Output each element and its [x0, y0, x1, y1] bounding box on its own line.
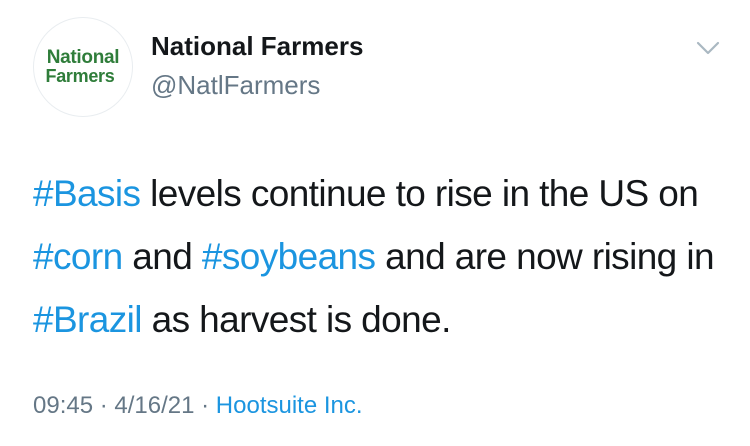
tweet-text: #Basis levels continue to rise in the US…	[33, 162, 733, 351]
tweet-text-segment: and are now rising in	[375, 236, 714, 277]
meta-separator: ·	[194, 392, 216, 419]
author-handle[interactable]: @NatlFarmers	[151, 70, 321, 100]
meta-separator: ·	[93, 392, 115, 419]
logo-text-line2: Farmers	[45, 66, 115, 86]
author-name[interactable]: National Farmers	[151, 31, 364, 61]
hashtag-basis[interactable]: #Basis	[33, 173, 141, 214]
hashtag-soybeans[interactable]: #soybeans	[201, 236, 376, 277]
tweet-text-segment: and	[122, 236, 202, 277]
tweet-meta: 09:45 · 4/16/21 · Hootsuite Inc.	[33, 392, 363, 420]
logo-text-line1: National	[46, 47, 120, 68]
tweet-time[interactable]: 09:45	[33, 392, 94, 419]
tweet-text-segment: as harvest is done.	[141, 299, 452, 340]
tweet-text-segment: levels continue to rise in the US on	[140, 173, 699, 214]
avatar[interactable]: National Farmers	[33, 17, 133, 117]
chevron-down-icon[interactable]	[694, 34, 722, 62]
tweet-source-link[interactable]: Hootsuite Inc.	[215, 392, 363, 419]
hashtag-brazil[interactable]: #Brazil	[33, 299, 143, 340]
hashtag-corn[interactable]: #corn	[33, 236, 123, 277]
tweet-date[interactable]: 4/16/21	[114, 392, 195, 419]
